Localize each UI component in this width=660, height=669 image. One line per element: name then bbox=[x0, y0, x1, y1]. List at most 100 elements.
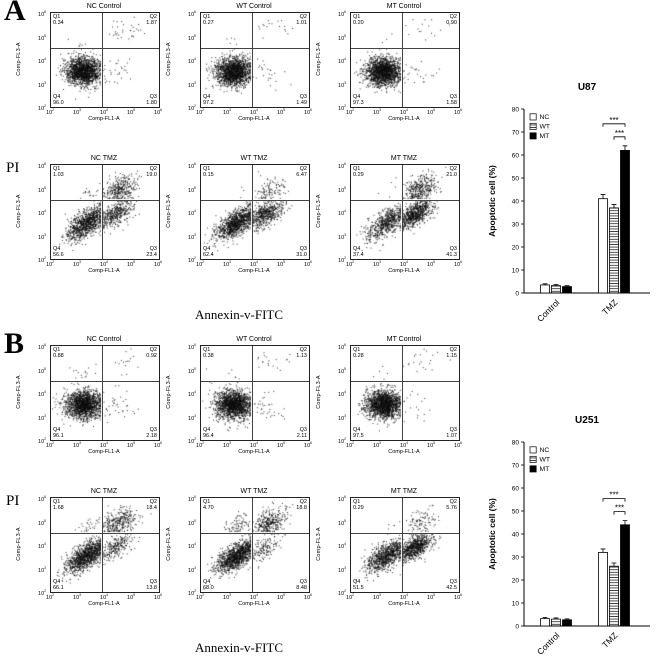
quadrant-name: Q4 bbox=[203, 246, 211, 252]
x-tick-labels: 102 103 104 105 106 bbox=[346, 260, 462, 268]
legend-label: MT bbox=[540, 133, 550, 140]
quadrant-value: 1.15 bbox=[446, 353, 457, 359]
x-tick-label: 102 bbox=[196, 593, 204, 601]
y-tick-label: 103 bbox=[38, 232, 46, 241]
quadrant-value: 1.80 bbox=[146, 100, 157, 106]
flow-plot: WT TMZ Comp-FL3-A 106 105 104 103 102 Q1 4.70 Q2 1… bbox=[164, 487, 314, 639]
x-tick-label: 104 bbox=[100, 441, 108, 449]
y-tick-label: 102 bbox=[338, 589, 346, 597]
scatter-canvas bbox=[351, 165, 459, 259]
quadrant-name: Q3 bbox=[149, 427, 157, 433]
quadrant-stat: Q3 1.07 bbox=[446, 427, 457, 439]
x-tick-label: 103 bbox=[223, 441, 231, 449]
flow-plot: NC Control Comp-FL3-A 106 105 104 103 102 Q1 0.8… bbox=[14, 335, 164, 487]
y-tick-label: 102 bbox=[38, 256, 46, 264]
quadrant-value: 2.11 bbox=[296, 433, 307, 439]
quadrant-stat: Q3 2.11 bbox=[297, 427, 307, 439]
y-tick-labels: 106 105 104 103 102 bbox=[173, 343, 198, 445]
x-tick-label: 104 bbox=[400, 108, 408, 116]
bar-NC-TMZ bbox=[598, 552, 608, 627]
quadrant-stat: Q1 0.15 bbox=[203, 166, 214, 178]
y-tick-label: 106 bbox=[188, 10, 196, 18]
plot-area: Q1 0.27 Q2 1.01 Q3 1.49 Q4 97.2 bbox=[200, 12, 310, 108]
quadrant-value: 5.76 bbox=[446, 505, 457, 511]
bar-chart: U251 0 10 20 30 40 50 60 70 80 Control TMZ *** *** NC… bbox=[487, 415, 656, 667]
legend-swatch-MT bbox=[529, 132, 537, 140]
quadrant-stat: Q2 1.15 bbox=[446, 347, 457, 359]
quadrant-stat: Q3 1.49 bbox=[296, 94, 307, 106]
y-tick-label: 102 bbox=[338, 104, 346, 112]
y-tick-label: 105 bbox=[338, 185, 346, 194]
scatter-canvas bbox=[51, 346, 159, 440]
flow-plot: NC TMZ Comp-FL3-A 106 105 104 103 102 Q1 1.68 Q2 1… bbox=[14, 487, 164, 639]
y-tick-labels: 106 105 104 103 102 bbox=[323, 162, 348, 264]
y-tick-label: 40 bbox=[512, 531, 520, 538]
x-tick-label: 102 bbox=[196, 108, 204, 116]
quadrant-name: Q2 bbox=[149, 499, 157, 505]
flow-plot: NC Control Comp-FL3-A 106 105 104 103 102 Q1 0.3… bbox=[14, 2, 164, 154]
x-tick-label: 106 bbox=[454, 593, 462, 601]
error-bar bbox=[564, 618, 570, 620]
quadrant-value: 41.3 bbox=[446, 252, 457, 258]
x-tick-labels: 102 103 104 105 106 bbox=[46, 441, 162, 449]
y-tick-label: 102 bbox=[188, 437, 196, 445]
error-bar bbox=[542, 283, 548, 285]
y-tick-label: 106 bbox=[338, 162, 346, 170]
quadrant-stat: Q4 96.4 bbox=[203, 427, 214, 439]
quadrant-value: 96.4 bbox=[203, 433, 214, 439]
y-tick-label: 105 bbox=[188, 185, 196, 194]
quadrant-name: Q2 bbox=[449, 499, 457, 505]
x-tick-label: 102 bbox=[346, 108, 354, 116]
x-tick-label: 104 bbox=[400, 593, 408, 601]
bar-chart: U87 0 10 20 30 40 50 60 70 80 Control TMZ *** *** NC W… bbox=[487, 82, 656, 334]
x-tick-label: 106 bbox=[454, 441, 462, 449]
pi-axis-label: PI bbox=[6, 493, 20, 509]
x-axis-name: Comp-FL1-A bbox=[88, 449, 120, 455]
quadrant-stat: Q4 97.2 bbox=[203, 94, 214, 106]
plot-area: Q1 0.20 Q2 0.90 Q3 1.58 Q4 97.3 bbox=[350, 12, 460, 108]
y-tick-labels: 106 105 104 103 102 bbox=[323, 495, 348, 597]
quadrant-value: 21.0 bbox=[446, 172, 457, 178]
x-tick-label: 106 bbox=[304, 108, 312, 116]
quadrant-gate-horizontal bbox=[351, 380, 459, 382]
quadrant-name: Q3 bbox=[299, 427, 307, 433]
y-tick-label: 105 bbox=[38, 518, 46, 527]
quadrant-gate-horizontal bbox=[351, 199, 459, 201]
x-tick-label: 104 bbox=[400, 260, 408, 268]
scatter-canvas bbox=[201, 346, 309, 440]
x-tick-label: 105 bbox=[277, 593, 285, 601]
quadrant-stat: Q4 51.5 bbox=[353, 579, 364, 591]
flow-plot-title: WT TMZ bbox=[240, 488, 268, 495]
bar-MT-Control bbox=[562, 619, 572, 627]
y-tick-labels: 106 105 104 103 102 bbox=[23, 162, 48, 264]
quadrant-stat: Q1 0.29 bbox=[353, 499, 364, 511]
significance-bracket bbox=[613, 136, 626, 140]
x-tick-label: 106 bbox=[454, 108, 462, 116]
quadrant-value: 97.2 bbox=[203, 100, 214, 106]
flow-plot: MT TMZ Comp-FL3-A 106 105 104 103 102 Q1 0.29 Q2 2… bbox=[314, 154, 464, 306]
y-tick-label: 105 bbox=[38, 33, 46, 42]
x-axis-name: Comp-FL1-A bbox=[88, 116, 120, 122]
y-tick-label: 104 bbox=[188, 209, 196, 217]
error-bar bbox=[564, 285, 570, 287]
flow-plot-title: NC Control bbox=[86, 336, 122, 343]
x-category-label: Control bbox=[535, 630, 562, 657]
quadrant-stat: Q4 56.6 bbox=[53, 246, 64, 258]
quadrant-name: Q4 bbox=[203, 579, 211, 585]
legend-swatch-WT bbox=[529, 122, 537, 130]
quadrant-stat: Q2 5.76 bbox=[446, 499, 457, 511]
quadrant-stat: Q2 18.8 bbox=[296, 499, 307, 511]
bar-WT-TMZ bbox=[609, 207, 619, 294]
quadrant-gate-vertical bbox=[401, 165, 403, 259]
y-tick-label: 50 bbox=[512, 508, 520, 515]
scatter-canvas bbox=[351, 346, 459, 440]
y-tick-label: 70 bbox=[512, 462, 520, 469]
quadrant-name: Q3 bbox=[449, 94, 457, 100]
quadrant-name: Q2 bbox=[149, 14, 157, 20]
quadrant-name: Q2 bbox=[149, 166, 157, 172]
quadrant-value: 66.1 bbox=[53, 585, 64, 591]
significance-bracket bbox=[613, 511, 626, 515]
quadrant-value: 4.70 bbox=[203, 505, 214, 511]
y-tick-label: 103 bbox=[338, 232, 346, 241]
x-category-label: Control bbox=[535, 297, 562, 324]
